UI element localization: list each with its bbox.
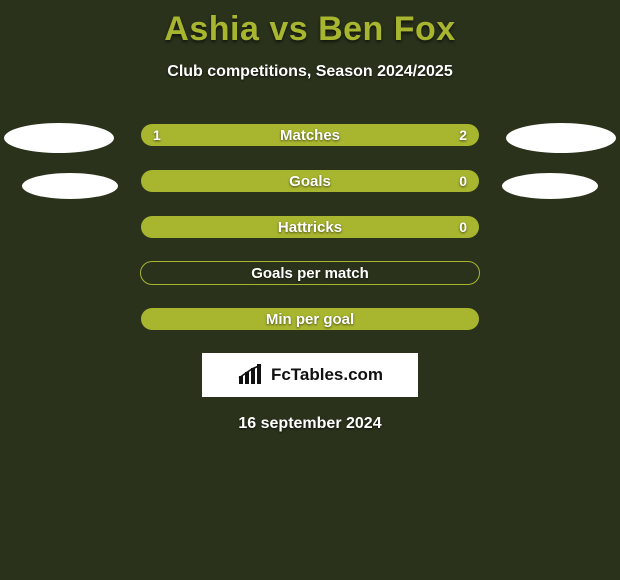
bar-fill-right (253, 124, 479, 146)
date-line: 16 september 2024 (0, 415, 620, 433)
stat-row: Goals per match (140, 261, 480, 285)
player-right-badge-2 (502, 173, 598, 199)
stat-row: Min per goal (140, 307, 480, 331)
bar-fill-left (141, 308, 479, 330)
comparison-chart: Matches12 Goals0 Hattricks0 Goals per match… (0, 123, 620, 433)
stat-row: Goals0 (140, 169, 480, 193)
stat-row: Hattricks0 (140, 215, 480, 239)
subtitle: Club competitions, Season 2024/2025 (0, 63, 620, 81)
player-left-badge-2 (22, 173, 118, 199)
brand-box: FcTables.com (202, 353, 418, 397)
stat-row: Matches12 (140, 123, 480, 147)
bar-fill-left (141, 216, 479, 238)
brand-text: FcTables.com (271, 365, 383, 385)
chart-icon (237, 364, 265, 386)
player-right-badge-1 (506, 123, 616, 153)
stat-label: Goals per match (141, 262, 479, 284)
page-title: Ashia vs Ben Fox (0, 0, 620, 49)
player-left-badge-1 (4, 123, 114, 153)
bar-fill-left (141, 170, 479, 192)
bar-list: Matches12 Goals0 Hattricks0 Goals per match… (140, 123, 480, 331)
bar-fill-left (141, 124, 253, 146)
